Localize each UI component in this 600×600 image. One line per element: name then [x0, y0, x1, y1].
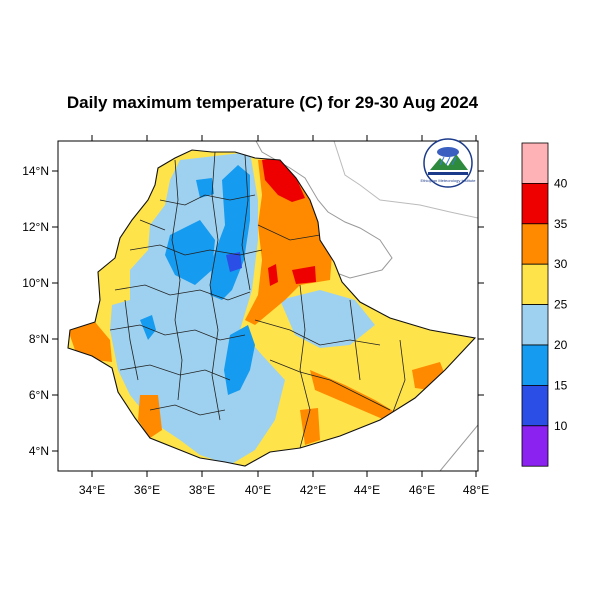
colorbar-segment — [521, 344, 549, 386]
neighbor-borders — [255, 141, 478, 471]
country-outline — [67, 149, 477, 467]
colorbar-label: 15 — [554, 378, 568, 392]
y-axis: 14°N 12°N 10°N 8°N 6°N 4°N — [22, 164, 484, 458]
x-tick-label: 38°E — [189, 483, 215, 497]
colorbar-label: 40 — [554, 176, 568, 190]
colorbar-segment — [521, 304, 549, 346]
meteorology-logo: Ethiopian Meteorology Institute — [421, 138, 477, 188]
colorbar-label: 35 — [554, 217, 568, 231]
colorbar-label: 20 — [554, 338, 568, 352]
colorbar-segment — [521, 142, 549, 184]
x-tick-label: 44°E — [354, 483, 380, 497]
colorbar-segment — [521, 263, 549, 306]
y-tick-label: 6°N — [29, 388, 49, 402]
colorbar-segment — [521, 182, 549, 225]
y-tick-label: 10°N — [22, 276, 49, 290]
colorbar-segment — [521, 384, 549, 427]
colorbar-label: 30 — [554, 257, 568, 271]
x-tick-label: 48°E — [463, 483, 489, 497]
colorbar: 40 35 30 25 20 15 10 — [521, 142, 568, 467]
colorbar-label: 25 — [554, 298, 568, 312]
y-tick-label: 4°N — [29, 444, 49, 458]
logo-text: Ethiopian Meteorology Institute — [421, 178, 477, 183]
x-tick-label: 34°E — [79, 483, 105, 497]
y-tick-label: 12°N — [22, 220, 49, 234]
admin-boundaries — [109, 151, 406, 449]
map-title: Daily maximum temperature (C) for 29-30 … — [66, 93, 479, 112]
colorbar-segment — [521, 223, 549, 265]
x-axis: 34°E 36°E 38°E 40°E 42°E 44°E 46°E 48°E — [79, 135, 489, 497]
colorbar-label: 10 — [554, 419, 568, 433]
x-tick-label: 36°E — [134, 483, 160, 497]
map-frame — [57, 140, 479, 472]
x-tick-label: 40°E — [245, 483, 271, 497]
x-tick-label: 46°E — [409, 483, 435, 497]
y-tick-label: 14°N — [22, 164, 49, 178]
colorbar-segment — [521, 425, 549, 467]
map-panel — [57, 140, 479, 472]
y-tick-label: 8°N — [29, 332, 49, 346]
x-tick-label: 42°E — [300, 483, 326, 497]
